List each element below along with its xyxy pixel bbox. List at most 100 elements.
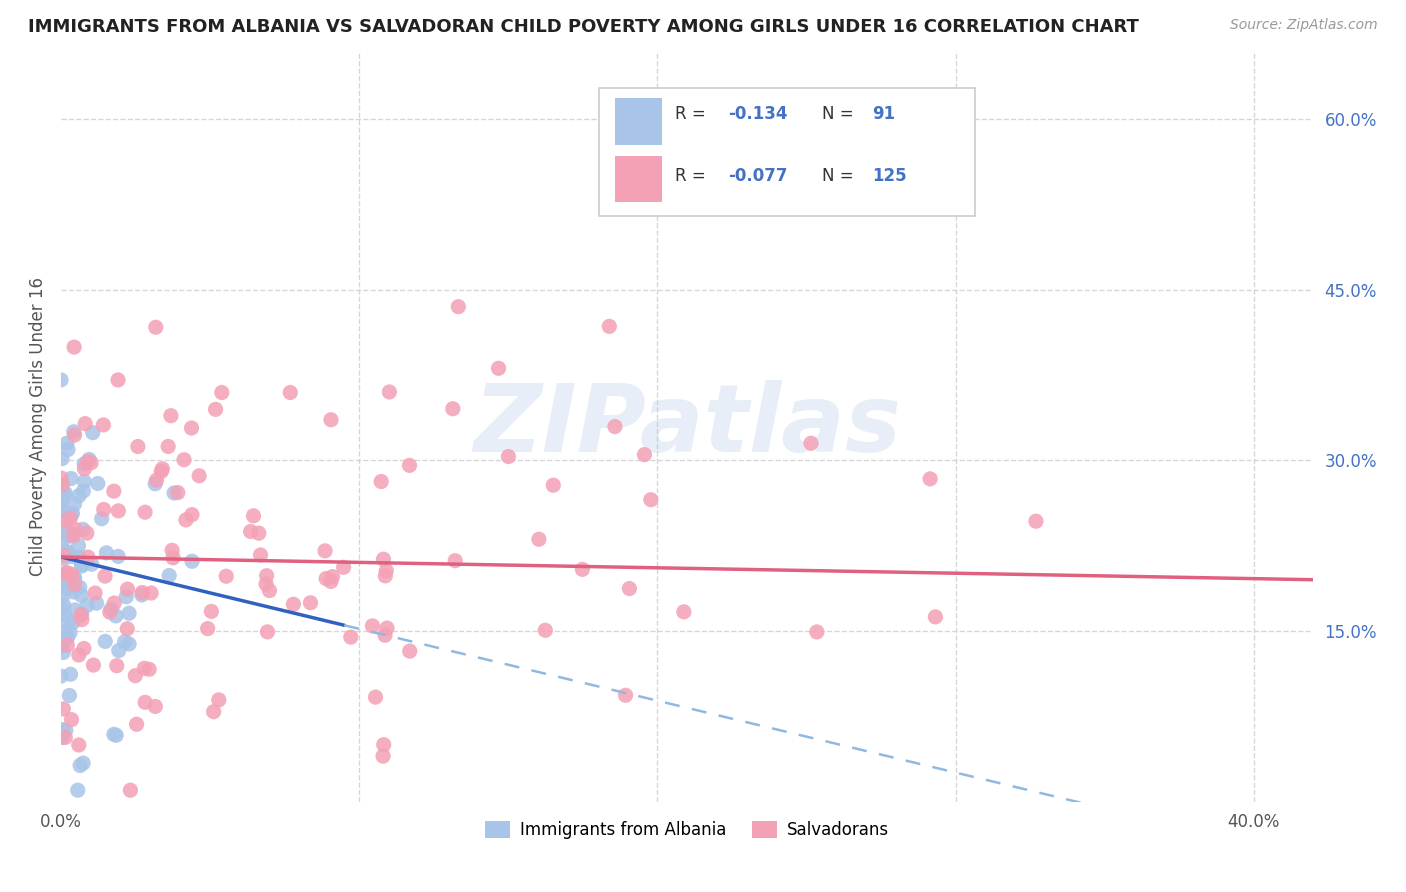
Point bbox=[332, 560, 354, 574]
Text: R =: R = bbox=[675, 104, 710, 123]
Point bbox=[60, 713, 83, 727]
Point bbox=[488, 361, 510, 376]
Point bbox=[56, 442, 79, 457]
Point bbox=[56, 581, 79, 595]
Point bbox=[60, 471, 83, 485]
Point bbox=[75, 417, 97, 431]
Point bbox=[100, 602, 122, 616]
Point bbox=[60, 567, 83, 582]
Point bbox=[254, 577, 277, 591]
Point bbox=[444, 554, 467, 568]
Point bbox=[188, 468, 211, 483]
Point bbox=[56, 615, 79, 630]
Point bbox=[70, 588, 93, 602]
Point bbox=[603, 419, 626, 434]
Point bbox=[105, 658, 128, 673]
Point bbox=[806, 624, 828, 639]
Point bbox=[920, 472, 942, 486]
Point bbox=[76, 526, 98, 541]
Point bbox=[67, 648, 90, 662]
Point bbox=[139, 586, 162, 600]
Point bbox=[53, 531, 76, 545]
Point bbox=[378, 384, 401, 399]
Point bbox=[1025, 514, 1047, 528]
Point bbox=[73, 457, 96, 471]
Text: R =: R = bbox=[675, 167, 710, 185]
Point bbox=[56, 631, 79, 645]
Point bbox=[51, 731, 73, 745]
Point bbox=[96, 546, 118, 560]
Point bbox=[118, 637, 141, 651]
Point bbox=[72, 522, 94, 536]
Point bbox=[283, 597, 305, 611]
Point bbox=[370, 475, 392, 489]
Point bbox=[115, 590, 138, 604]
Point bbox=[98, 605, 121, 619]
Text: -0.077: -0.077 bbox=[728, 167, 787, 185]
Point bbox=[70, 607, 93, 622]
Point bbox=[498, 450, 520, 464]
Y-axis label: Child Poverty Among Girls Under 16: Child Poverty Among Girls Under 16 bbox=[30, 277, 46, 575]
Point bbox=[373, 738, 395, 752]
Point bbox=[598, 319, 620, 334]
Point bbox=[53, 521, 76, 535]
Point bbox=[51, 451, 73, 466]
Point bbox=[314, 544, 336, 558]
Point bbox=[52, 567, 75, 582]
Point bbox=[59, 625, 82, 640]
Point bbox=[51, 505, 73, 519]
Point bbox=[70, 558, 93, 573]
Point bbox=[105, 728, 128, 742]
Point bbox=[160, 543, 183, 558]
Point bbox=[640, 492, 662, 507]
Point bbox=[49, 471, 72, 485]
Point bbox=[70, 558, 93, 572]
Point bbox=[51, 477, 73, 491]
Point bbox=[73, 641, 96, 656]
Point bbox=[319, 574, 342, 589]
Point bbox=[56, 582, 79, 597]
Point bbox=[82, 425, 104, 440]
Point bbox=[134, 505, 156, 519]
Point bbox=[67, 738, 90, 752]
FancyBboxPatch shape bbox=[614, 98, 662, 145]
Point bbox=[94, 569, 117, 583]
Point bbox=[134, 695, 156, 709]
Point bbox=[614, 688, 637, 702]
Point bbox=[51, 479, 73, 493]
Point bbox=[76, 599, 98, 613]
Point bbox=[62, 585, 84, 599]
Point bbox=[125, 717, 148, 731]
Point bbox=[211, 385, 233, 400]
Point bbox=[447, 300, 470, 314]
Point bbox=[131, 585, 153, 599]
Point bbox=[239, 524, 262, 539]
Point bbox=[63, 577, 86, 591]
Point bbox=[52, 723, 75, 737]
Point bbox=[103, 596, 125, 610]
Point bbox=[63, 428, 86, 442]
Point bbox=[67, 539, 90, 553]
Point bbox=[527, 533, 550, 547]
FancyBboxPatch shape bbox=[599, 88, 976, 216]
Point bbox=[181, 554, 204, 568]
Point bbox=[208, 693, 231, 707]
Point bbox=[259, 583, 281, 598]
Point bbox=[49, 373, 72, 387]
Point bbox=[278, 385, 301, 400]
Point bbox=[62, 425, 84, 439]
Point bbox=[202, 705, 225, 719]
Point bbox=[63, 570, 86, 584]
Point bbox=[55, 566, 77, 581]
Point bbox=[63, 603, 86, 617]
Point bbox=[150, 464, 173, 478]
Point bbox=[103, 484, 125, 499]
Point bbox=[80, 558, 103, 572]
Point bbox=[59, 667, 82, 681]
Point bbox=[398, 644, 420, 658]
Point bbox=[157, 568, 180, 582]
Point bbox=[242, 508, 264, 523]
Point bbox=[299, 596, 322, 610]
Point bbox=[94, 634, 117, 648]
Text: N =: N = bbox=[823, 167, 859, 185]
